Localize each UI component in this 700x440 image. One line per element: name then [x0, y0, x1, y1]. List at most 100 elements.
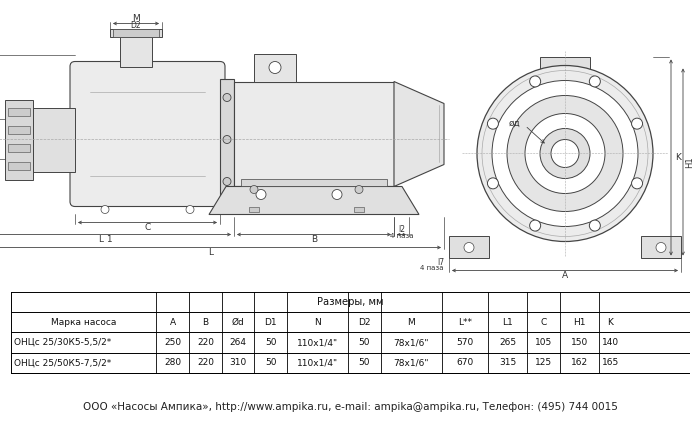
Text: 50: 50	[358, 338, 370, 347]
Circle shape	[186, 205, 194, 213]
Text: D2: D2	[131, 21, 141, 30]
Text: L 1: L 1	[99, 235, 112, 244]
Text: 78х1/6": 78х1/6"	[393, 358, 429, 367]
Text: Марка насоса: Марка насоса	[51, 318, 116, 327]
Text: B: B	[202, 318, 209, 327]
Text: 165: 165	[602, 358, 619, 367]
Circle shape	[589, 220, 601, 231]
Text: 220: 220	[197, 358, 214, 367]
Circle shape	[355, 186, 363, 194]
Bar	[8, 125, 30, 133]
Circle shape	[332, 190, 342, 199]
Circle shape	[223, 136, 231, 143]
Circle shape	[464, 242, 474, 253]
Text: 4 паза: 4 паза	[421, 265, 444, 271]
Bar	[220, 80, 234, 199]
Text: 265: 265	[499, 338, 516, 347]
Text: Размеры, мм: Размеры, мм	[316, 297, 384, 307]
Text: B: B	[311, 235, 317, 244]
Circle shape	[487, 118, 498, 129]
Circle shape	[477, 66, 653, 242]
Circle shape	[530, 76, 540, 87]
Polygon shape	[209, 187, 419, 214]
Text: M: M	[407, 318, 415, 327]
Text: 125: 125	[535, 358, 552, 367]
Circle shape	[540, 128, 590, 179]
Text: 220: 220	[197, 338, 214, 347]
Text: 150: 150	[571, 338, 588, 347]
Text: ООО «Насосы Ампика», http://www.ampika.ru, e-mail: ampika@ampika.ru, Телефон: (4: ООО «Насосы Ампика», http://www.ampika.r…	[83, 402, 617, 411]
Bar	[241, 180, 387, 187]
Circle shape	[551, 139, 579, 168]
Text: C: C	[540, 318, 547, 327]
Circle shape	[492, 81, 638, 227]
Text: C: C	[144, 223, 150, 232]
Text: L: L	[208, 248, 213, 257]
Text: 670: 670	[456, 358, 473, 367]
Text: L**: L**	[458, 318, 472, 327]
Text: H1: H1	[685, 156, 694, 168]
Text: L1: L1	[502, 318, 513, 327]
Text: 570: 570	[456, 338, 473, 347]
Text: H1: H1	[573, 318, 586, 327]
Text: 50: 50	[265, 358, 277, 367]
Bar	[8, 107, 30, 116]
Circle shape	[631, 118, 643, 129]
Text: l7: l7	[437, 258, 444, 267]
Text: K: K	[608, 318, 613, 327]
Text: D2: D2	[358, 318, 370, 327]
Bar	[249, 208, 259, 213]
Text: 250: 250	[164, 338, 181, 347]
Bar	[354, 208, 364, 213]
Circle shape	[656, 242, 666, 253]
Text: 50: 50	[358, 358, 370, 367]
Circle shape	[589, 76, 601, 87]
Bar	[641, 236, 681, 258]
Polygon shape	[394, 81, 444, 187]
Circle shape	[631, 178, 643, 189]
Text: A: A	[562, 271, 568, 280]
Text: 140: 140	[602, 338, 619, 347]
Text: 162: 162	[571, 358, 588, 367]
FancyBboxPatch shape	[70, 62, 225, 206]
Bar	[5, 99, 33, 180]
Text: 50: 50	[265, 338, 277, 347]
Circle shape	[223, 177, 231, 186]
Text: ОНЦс 25/50К5-7,5/2*: ОНЦс 25/50К5-7,5/2*	[14, 358, 111, 367]
Text: 280: 280	[164, 358, 181, 367]
Text: øд: øд	[509, 119, 521, 128]
Bar	[110, 29, 162, 37]
Text: D1: D1	[264, 318, 277, 327]
Circle shape	[507, 95, 623, 212]
Text: 4 паза: 4 паза	[391, 232, 414, 238]
Text: A: A	[169, 318, 176, 327]
Text: K: K	[675, 153, 681, 162]
Bar	[8, 161, 30, 169]
Bar	[120, 37, 152, 66]
Circle shape	[223, 94, 231, 102]
Text: 105: 105	[535, 338, 552, 347]
Text: Ød: Ød	[232, 318, 244, 327]
Text: M: M	[132, 14, 140, 23]
Text: 264: 264	[230, 338, 246, 347]
Text: N: N	[314, 318, 321, 327]
Circle shape	[101, 205, 109, 213]
Text: l2: l2	[398, 225, 405, 234]
Text: 110х1/4": 110х1/4"	[297, 338, 338, 347]
Text: 310: 310	[230, 358, 246, 367]
Bar	[33, 107, 75, 172]
Circle shape	[487, 178, 498, 189]
Bar	[113, 29, 159, 37]
Circle shape	[250, 186, 258, 194]
Circle shape	[525, 114, 605, 194]
Text: 110х1/4": 110х1/4"	[297, 358, 338, 367]
Circle shape	[530, 220, 540, 231]
Text: ОНЦс 25/30К5-5,5/2*: ОНЦс 25/30К5-5,5/2*	[14, 338, 111, 347]
Text: 78х1/6": 78х1/6"	[393, 338, 429, 347]
Bar	[254, 54, 296, 81]
Circle shape	[256, 190, 266, 199]
Bar	[540, 56, 590, 69]
Circle shape	[269, 62, 281, 73]
Bar	[234, 81, 394, 187]
Text: 315: 315	[499, 358, 516, 367]
